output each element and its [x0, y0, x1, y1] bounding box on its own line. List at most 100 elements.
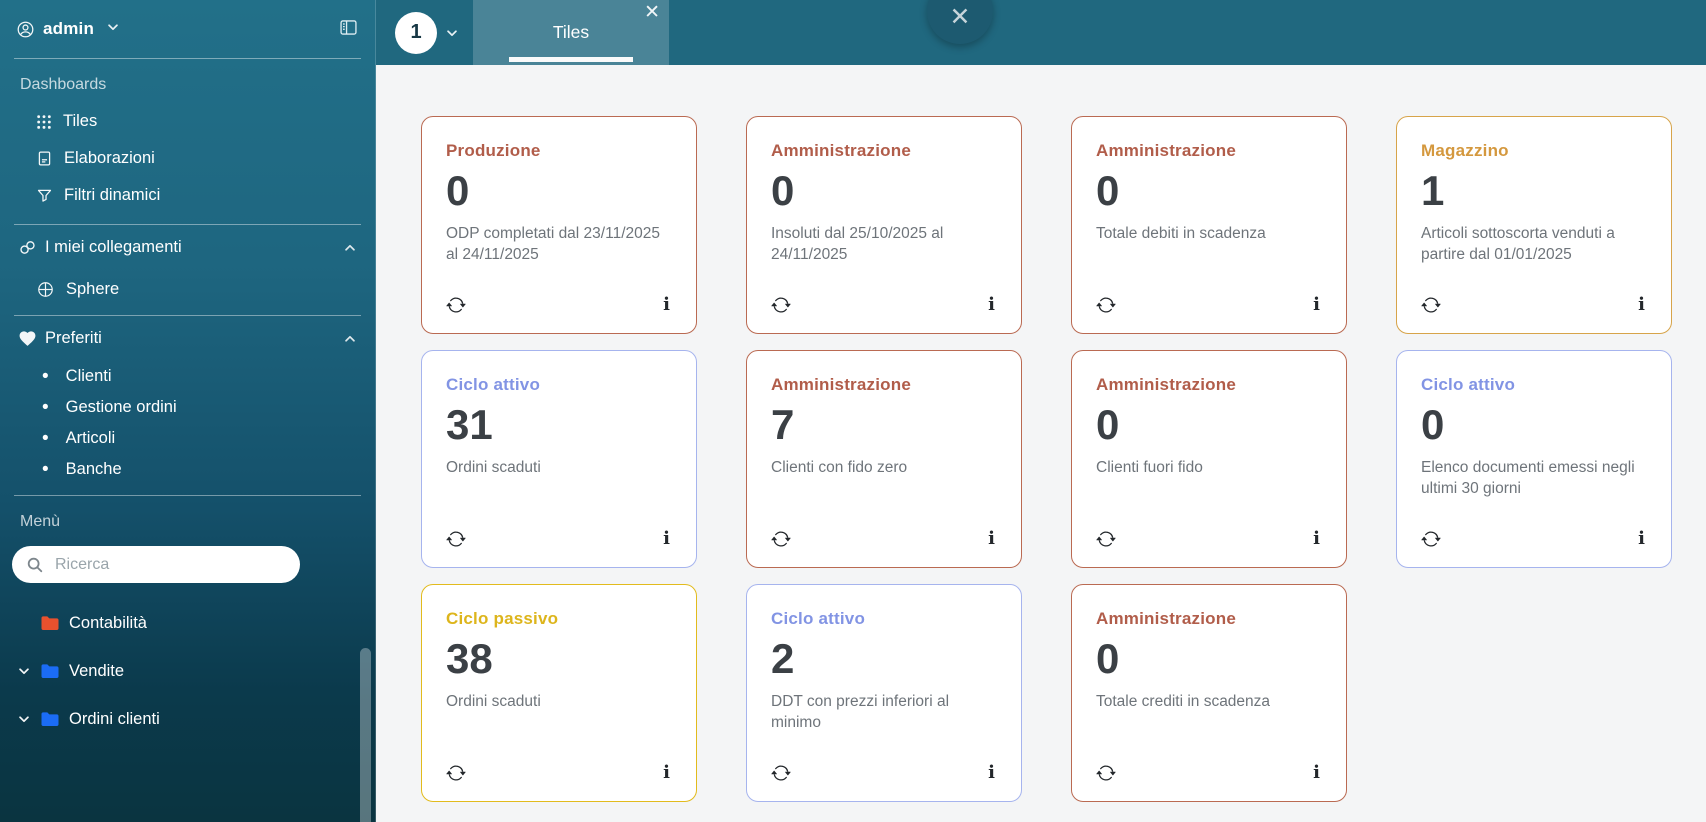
- tile-description: Totale debiti in scadenza: [1096, 225, 1266, 242]
- refresh-icon[interactable]: [771, 763, 791, 783]
- tiles-grid: Produzione 0 ODP completati dal 23/11/2025…: [376, 65, 1706, 822]
- tile-category: Amministrazione: [771, 141, 911, 160]
- info-icon[interactable]: i: [1638, 294, 1645, 315]
- sidebar-item-sphere[interactable]: Sphere: [36, 276, 375, 303]
- info-icon[interactable]: i: [988, 528, 995, 549]
- tile-card[interactable]: Ciclo attivo 2 DDT con prezzi inferiori al…: [746, 584, 1022, 802]
- tile-card[interactable]: Amministrazione 0 Totale crediti in scaden…: [1071, 584, 1347, 802]
- search-input[interactable]: [53, 554, 288, 575]
- group-collegamenti[interactable]: I miei collegamenti: [0, 225, 375, 270]
- tile-card[interactable]: Amministrazione 0 Clienti fuori fido i: [1071, 350, 1347, 568]
- info-icon[interactable]: i: [663, 294, 670, 315]
- sidebar-item-label: Sphere: [66, 280, 120, 298]
- refresh-icon[interactable]: [1421, 295, 1441, 315]
- tile-card[interactable]: Magazzino 1 Articoli sottoscorta venduti a…: [1396, 116, 1672, 334]
- active-tab-underline: [509, 57, 633, 62]
- tab-tiles[interactable]: Tiles ✕: [473, 0, 669, 65]
- menu-folder-label: Contabilità: [69, 613, 147, 632]
- tile-value: 1: [1421, 167, 1445, 214]
- tile-footer: i: [1096, 757, 1322, 783]
- section-label-menu: Menù: [20, 513, 61, 530]
- user-name: admin: [43, 19, 95, 38]
- sidebar-item-tiles[interactable]: Tiles: [0, 103, 375, 140]
- person-circle-icon: [16, 20, 35, 39]
- refresh-icon[interactable]: [446, 295, 466, 315]
- chevron-down-icon[interactable]: [16, 664, 31, 678]
- refresh-icon[interactable]: [1096, 295, 1116, 315]
- menu-folder-label: Vendite: [69, 661, 125, 680]
- refresh-icon[interactable]: [1096, 763, 1116, 783]
- tile-category: Ciclo attivo: [771, 609, 866, 628]
- tile-card[interactable]: Amministrazione 7 Clienti con fido zero i: [746, 350, 1022, 568]
- group-preferiti[interactable]: Preferiti: [0, 316, 375, 361]
- info-icon[interactable]: i: [1313, 762, 1320, 783]
- tab-group-selector[interactable]: 1: [395, 0, 459, 65]
- tile-category: Amministrazione: [1096, 141, 1236, 160]
- refresh-icon[interactable]: [446, 529, 466, 549]
- heart-icon: [18, 329, 37, 348]
- chevron-up-icon: [343, 332, 357, 346]
- info-icon[interactable]: i: [1638, 528, 1645, 549]
- favorite-item-label: Clienti: [65, 367, 112, 385]
- sidebar-item-filtri-dinamici[interactable]: Filtri dinamici: [0, 177, 375, 214]
- tile-footer: i: [1421, 523, 1647, 549]
- refresh-icon[interactable]: [771, 529, 791, 549]
- tile-card[interactable]: Ciclo passivo 38 Ordini scaduti i: [421, 584, 697, 802]
- overlay-close-button[interactable]: ✕: [927, 0, 993, 44]
- tab-count-badge[interactable]: 1: [395, 11, 437, 54]
- document-icon: [36, 150, 53, 167]
- chevron-down-icon[interactable]: [16, 712, 31, 726]
- folder-icon: [40, 613, 60, 633]
- refresh-icon[interactable]: [771, 295, 791, 315]
- search-icon: [26, 556, 44, 574]
- menu-folder-label: Ordini clienti: [69, 709, 160, 728]
- menu-folder-contabilit[interactable]: Contabilità: [0, 599, 375, 647]
- info-icon[interactable]: i: [1313, 294, 1320, 315]
- favorite-item-banche[interactable]: • Banche: [0, 454, 375, 485]
- tile-footer: i: [1096, 289, 1322, 315]
- user-menu[interactable]: admin: [16, 19, 120, 39]
- favorites-list: • Clienti • Gestione ordini • Articoli • Banche: [0, 361, 375, 495]
- main-area: 1 Tiles ✕ ✕ Produzione 0 ODP completati da…: [376, 0, 1706, 822]
- tile-category: Produzione: [446, 141, 541, 160]
- favorite-item-articoli[interactable]: • Articoli: [0, 423, 375, 454]
- sidebar-header: admin: [0, 0, 375, 58]
- sidebar-item-label: Elaborazioni: [64, 149, 155, 167]
- favorite-item-label: Banche: [65, 460, 122, 478]
- menu-folder-ordini-clienti[interactable]: Ordini clienti: [0, 695, 375, 743]
- tile-footer: i: [1421, 289, 1647, 315]
- refresh-icon[interactable]: [1096, 529, 1116, 549]
- bullet-icon: •: [42, 397, 49, 418]
- info-icon[interactable]: i: [1313, 528, 1320, 549]
- tile-value: 0: [446, 167, 470, 214]
- info-icon[interactable]: i: [663, 528, 670, 549]
- tab-close-icon[interactable]: ✕: [644, 2, 660, 23]
- menu-folder-list: Contabilità Vendite Ordini clienti: [0, 599, 375, 743]
- sidebar-item-elaborazioni[interactable]: Elaborazioni: [0, 140, 375, 177]
- funnel-icon: [36, 187, 53, 204]
- tile-card[interactable]: Amministrazione 0 Insoluti dal 25/10/2025 …: [746, 116, 1022, 334]
- group-collegamenti-label: I miei collegamenti: [45, 238, 182, 256]
- divider: [14, 58, 361, 59]
- refresh-icon[interactable]: [446, 763, 466, 783]
- info-icon[interactable]: i: [663, 762, 670, 783]
- tile-description: Articoli sottoscorta venduti a partire d…: [1421, 225, 1615, 263]
- bullet-icon: •: [42, 428, 49, 449]
- favorite-item-gestione-ordini[interactable]: • Gestione ordini: [0, 392, 375, 423]
- tile-card[interactable]: Amministrazione 0 Totale debiti in scadenz…: [1071, 116, 1347, 334]
- tile-card[interactable]: Ciclo attivo 31 Ordini scaduti i: [421, 350, 697, 568]
- tile-footer: i: [446, 523, 672, 549]
- refresh-icon[interactable]: [1421, 529, 1441, 549]
- tile-card[interactable]: Ciclo attivo 0 Elenco documenti emessi neg…: [1396, 350, 1672, 568]
- sidebar-scrollbar[interactable]: [360, 648, 371, 822]
- tile-description: Clienti con fido zero: [771, 459, 908, 476]
- grid-icon: [36, 114, 52, 130]
- group-preferiti-label: Preferiti: [45, 329, 102, 347]
- info-icon[interactable]: i: [988, 762, 995, 783]
- sidebar-toggle-button[interactable]: [336, 15, 361, 43]
- menu-folder-vendite[interactable]: Vendite: [0, 647, 375, 695]
- tile-card[interactable]: Produzione 0 ODP completati dal 23/11/2025…: [421, 116, 697, 334]
- favorite-item-label: Articoli: [65, 429, 116, 447]
- favorite-item-clienti[interactable]: • Clienti: [0, 361, 375, 392]
- info-icon[interactable]: i: [988, 294, 995, 315]
